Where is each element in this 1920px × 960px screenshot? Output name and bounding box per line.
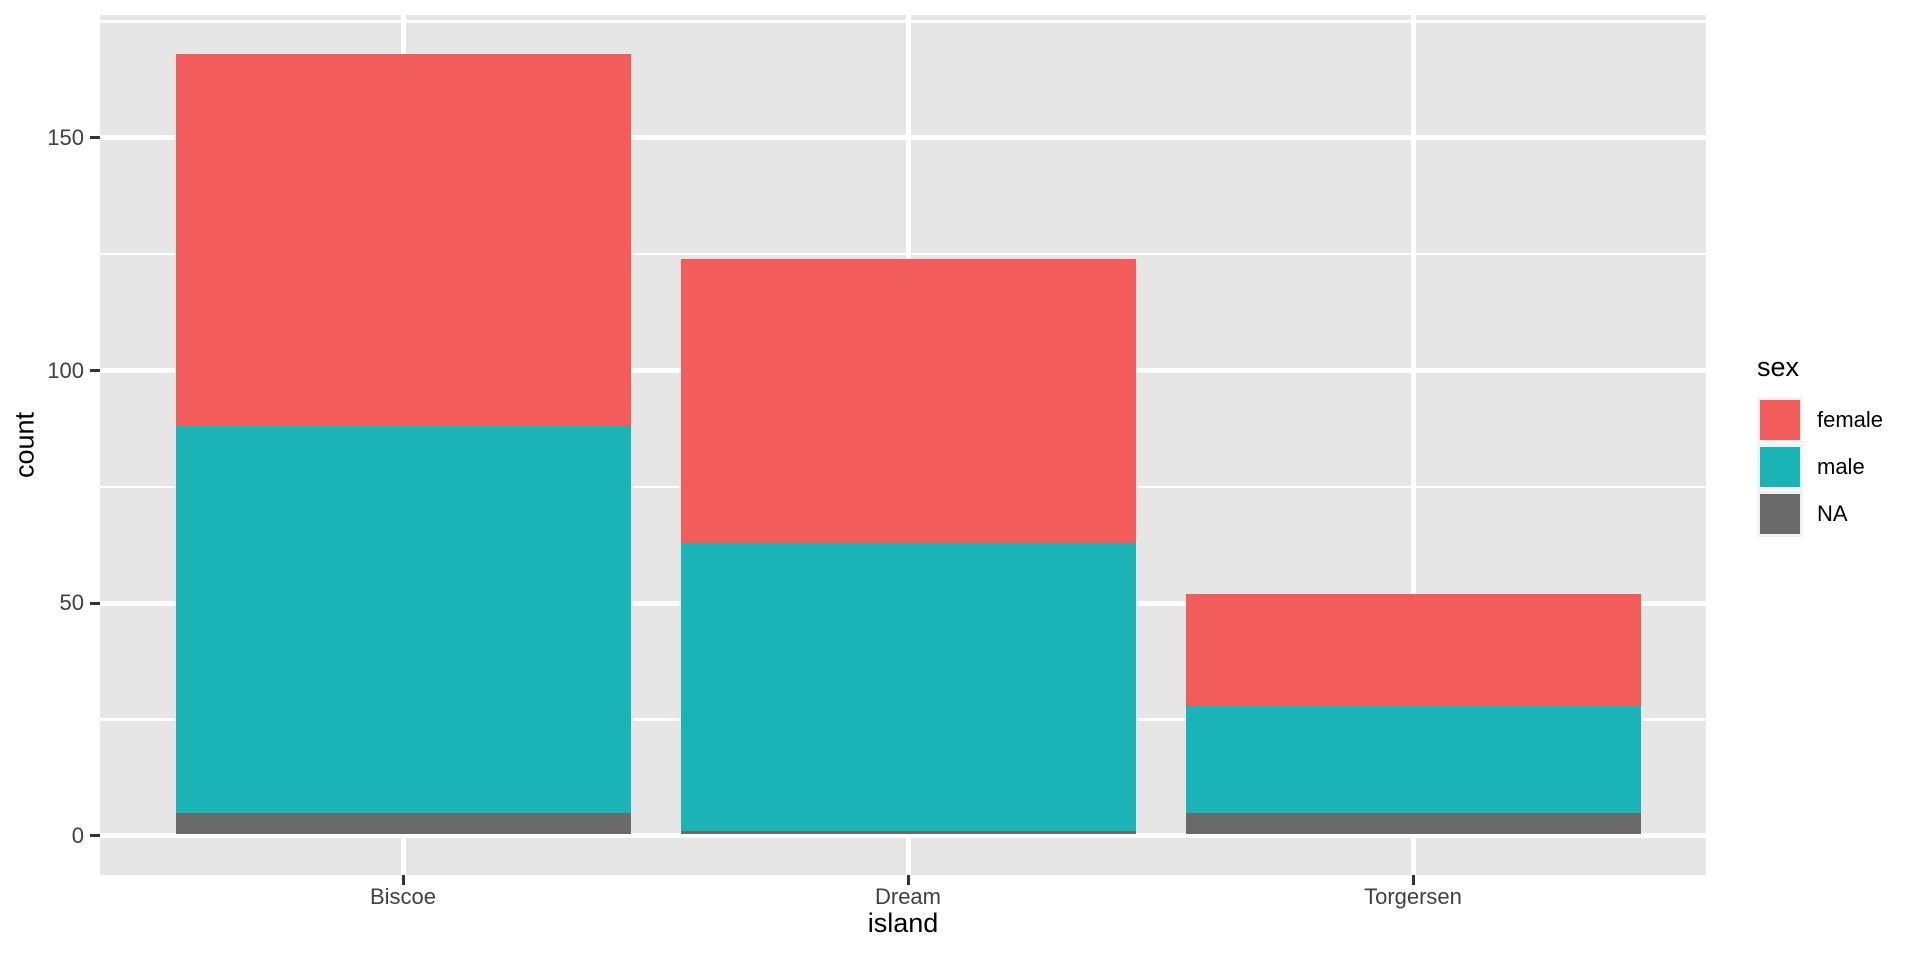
y-tick-label-50: 50 — [59, 590, 84, 616]
legend: sex female male NA — [1757, 352, 1883, 538]
y-major-gridline-0 — [100, 833, 1706, 839]
y-tick-mark-50 — [90, 601, 100, 605]
legend-items: female male NA — [1757, 397, 1883, 537]
bar-segment-biscoe-female — [175, 54, 631, 427]
bar-segment-biscoe-na — [175, 812, 631, 834]
x-tick-label-dream: Dream — [874, 884, 941, 909]
x-tick-label-torgersen: Torgersen — [1364, 884, 1462, 909]
y-axis-title: count — [9, 411, 40, 479]
legend-key-male — [1757, 444, 1803, 490]
legend-swatch-female — [1760, 400, 1800, 440]
x-tick-label-biscoe: Biscoe — [369, 884, 437, 909]
plot-panel — [100, 15, 1706, 875]
legend-key-na — [1757, 491, 1803, 537]
bar-segment-dream-na — [680, 831, 1136, 834]
legend-label-male: male — [1817, 454, 1865, 479]
y-minor-gridline-175 — [100, 20, 1706, 23]
legend-title: sex — [1757, 352, 1800, 382]
legend-item-male: male — [1757, 444, 1883, 490]
legend-key-female — [1757, 397, 1803, 443]
x-tick-mark-dream — [906, 875, 910, 885]
legend-swatch-male — [1760, 447, 1800, 487]
y-tick-mark-0 — [90, 834, 100, 838]
legend-swatch-na — [1760, 494, 1800, 534]
y-tick-label-0: 0 — [71, 822, 84, 848]
x-major-gridline-torgersen — [1410, 15, 1416, 875]
x-axis-title: island — [867, 908, 939, 938]
bar-segment-torgersen-na — [1185, 812, 1641, 834]
y-tick-label-150: 150 — [47, 124, 84, 150]
y-minor-gridline-125 — [100, 252, 1706, 256]
legend-item-na: NA — [1757, 491, 1883, 537]
y-tick-mark-100 — [90, 369, 100, 373]
y-tick-mark-150 — [90, 136, 100, 140]
x-tick-mark-biscoe — [401, 875, 405, 885]
bar-segment-torgersen-female — [1185, 593, 1641, 706]
legend-label-female: female — [1817, 407, 1884, 432]
bar-segment-dream-male — [680, 542, 1136, 832]
legend-item-female: female — [1757, 397, 1883, 443]
x-tick-mark-torgersen — [1411, 875, 1415, 885]
bar-segment-biscoe-male — [175, 426, 631, 813]
bar-segment-torgersen-male — [1185, 705, 1641, 813]
legend-label-na: NA — [1817, 501, 1848, 526]
y-tick-label-100: 100 — [47, 357, 84, 383]
y-major-gridline-150 — [100, 135, 1706, 141]
bar-segment-dream-female — [680, 258, 1136, 543]
